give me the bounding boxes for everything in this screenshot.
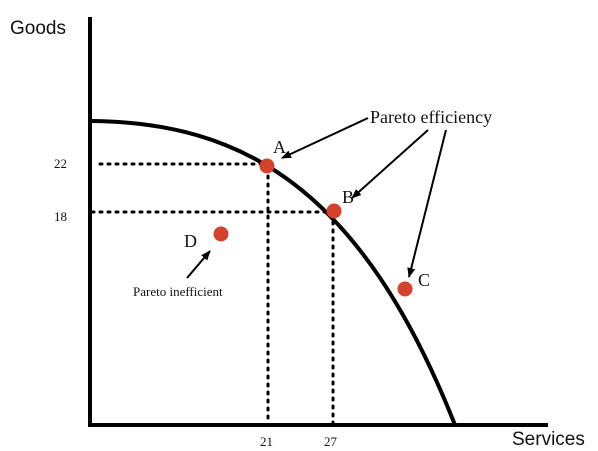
arrow-to-a — [281, 117, 369, 159]
pareto-efficiency-label: Pareto efficiency — [370, 107, 492, 127]
point-c-label: C — [418, 270, 430, 290]
point-d-label: D — [184, 231, 197, 251]
arrow-to-b — [351, 129, 429, 199]
point-d — [213, 226, 229, 242]
pareto-inefficient-label: Pareto inefficient — [133, 284, 223, 299]
ppf-curve — [89, 119, 457, 426]
arrow-to-d — [186, 250, 211, 279]
point-b — [326, 203, 342, 219]
point-a-label: A — [273, 137, 286, 157]
point-b-label: B — [342, 187, 354, 207]
arrow-to-c — [407, 129, 447, 278]
y-tick-label: 22 — [54, 156, 67, 171]
y-tick-label: 18 — [54, 209, 67, 224]
x-tick-label: 27 — [324, 434, 338, 449]
x-axis-title: Services — [512, 429, 585, 450]
x-tick-label: 21 — [260, 434, 273, 449]
y-axis-title: Goods — [10, 18, 66, 39]
point-c — [397, 281, 413, 297]
point-a — [259, 158, 275, 174]
